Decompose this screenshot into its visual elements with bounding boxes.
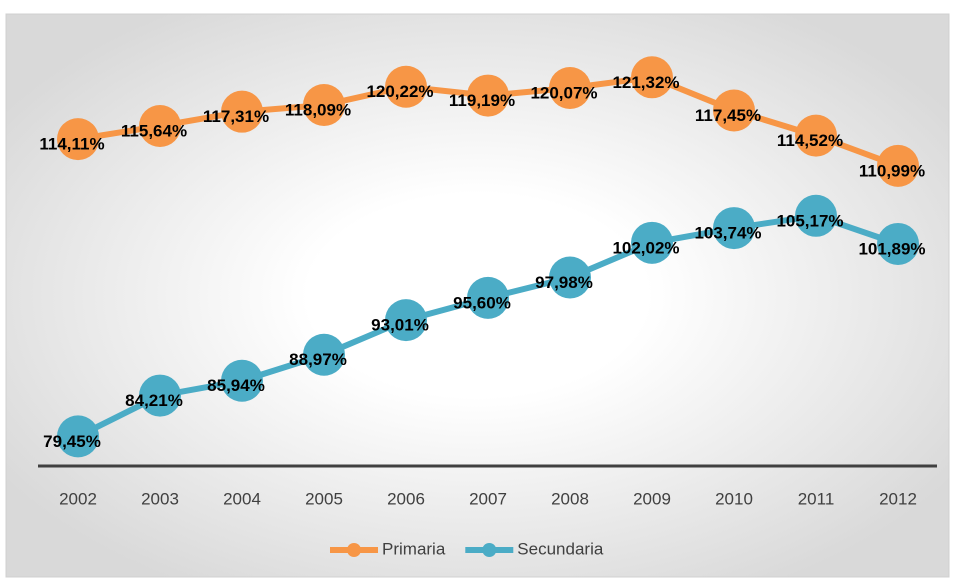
marker xyxy=(467,74,509,117)
legend-marker xyxy=(347,543,361,557)
data-label: 117,31% xyxy=(203,107,269,126)
marker xyxy=(713,89,755,132)
data-label: 95,60% xyxy=(453,293,511,312)
marker xyxy=(631,56,673,99)
marker xyxy=(139,374,181,417)
x-tick-label: 2002 xyxy=(59,489,97,508)
marker xyxy=(467,276,509,319)
x-tick-label: 2008 xyxy=(551,489,589,508)
data-label: 117,45% xyxy=(695,106,761,125)
data-label: 103,74% xyxy=(694,224,761,243)
x-tick-label: 2003 xyxy=(141,489,179,508)
legend-marker xyxy=(482,543,497,557)
marker xyxy=(713,207,755,250)
marker xyxy=(631,221,673,264)
marker xyxy=(57,415,99,458)
legend-label: Primaria xyxy=(382,539,446,558)
data-label: 120,07% xyxy=(530,83,597,102)
marker xyxy=(385,65,427,108)
data-label: 120,22% xyxy=(366,82,433,101)
marker xyxy=(549,67,591,110)
marker xyxy=(303,333,345,376)
marker xyxy=(877,144,919,187)
marker xyxy=(549,256,591,299)
x-tick-label: 2010 xyxy=(715,489,753,508)
legend-label: Secundaria xyxy=(517,539,604,558)
data-label: 114,52% xyxy=(777,131,843,150)
marker xyxy=(303,83,345,126)
marker xyxy=(221,359,263,402)
data-label: 110,99% xyxy=(859,161,925,180)
x-tick-label: 2011 xyxy=(798,489,835,508)
data-label: 101,89% xyxy=(858,239,925,258)
marker xyxy=(795,194,837,237)
x-tick-label: 2006 xyxy=(387,489,425,508)
data-label: 105,17% xyxy=(776,211,843,230)
data-label: 119,19% xyxy=(449,91,515,110)
data-label: 115,64% xyxy=(121,121,187,140)
marker xyxy=(385,299,427,342)
data-label: 85,94% xyxy=(207,376,265,395)
marker xyxy=(877,222,919,265)
data-label: 114,11% xyxy=(39,135,104,154)
marker xyxy=(57,118,99,161)
x-tick-label: 2007 xyxy=(469,489,507,508)
data-label: 97,98% xyxy=(535,273,593,292)
x-tick-label: 2004 xyxy=(223,489,261,508)
data-label: 79,45% xyxy=(43,432,101,451)
data-label: 93,01% xyxy=(371,316,429,335)
marker xyxy=(795,114,837,157)
x-tick-label: 2009 xyxy=(633,489,671,508)
data-label: 121,32% xyxy=(612,73,679,92)
marker xyxy=(221,90,263,133)
x-tick-label: 2012 xyxy=(879,489,917,508)
data-label: 84,21% xyxy=(125,391,183,410)
data-label: 102,02% xyxy=(612,238,679,257)
data-label: 88,97% xyxy=(289,350,347,369)
marker xyxy=(139,105,181,148)
data-label: 118,09% xyxy=(285,100,351,119)
x-tick-label: 2005 xyxy=(305,489,343,508)
